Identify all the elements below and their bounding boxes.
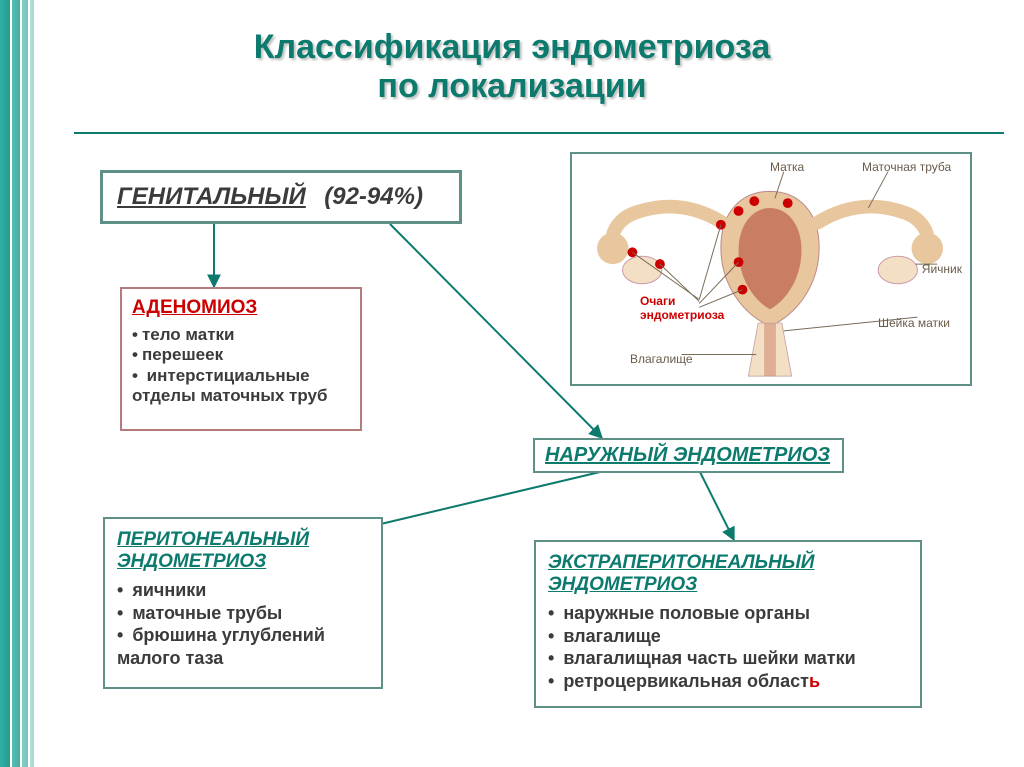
foci-line-1: Очаги <box>640 294 724 308</box>
title-line-1: Классификация эндометриоза <box>0 28 1024 67</box>
adenomyosis-list: тело маткиперешеек интерстициальные отде… <box>132 325 350 407</box>
foci-line-2: эндометриоза <box>640 308 724 322</box>
peritoneal-title: ПЕРИТОНЕАЛЬНЫЙ ЭНДОМЕТРИОЗ <box>117 529 369 573</box>
box-genital: ГЕНИТАЛЬНЫЙ (92-94%) <box>100 170 462 224</box>
box-adenomyosis: АДЕНОМИОЗ тело маткиперешеек интерстициа… <box>120 287 362 431</box>
list-item: ретроцервикальная область <box>548 670 908 693</box>
list-item: влагалищная часть шейки матки <box>548 647 908 670</box>
adenomyosis-title: АДЕНОМИОЗ <box>132 297 350 319</box>
peritoneal-list: яичники маточные трубы брюшина углублени… <box>117 579 369 669</box>
title-underline <box>74 132 1004 134</box>
list-item: маточные трубы <box>117 602 369 625</box>
list-item: тело матки <box>132 325 350 345</box>
external-endometriosis-label: НАРУЖНЫЙ ЭНДОМЕТРИОЗ <box>545 444 830 466</box>
list-item: перешеек <box>132 345 350 365</box>
slide-side-decoration <box>0 0 50 767</box>
anatomy-label-ovary: Яичник <box>922 262 962 276</box>
anatomy-label-foci: Очаги эндометриоза <box>640 294 724 322</box>
list-item: интерстициальные отделы маточных труб <box>132 366 350 407</box>
anatomy-illustration: Матка Маточная труба Яичник Шейка матки … <box>570 152 972 386</box>
title-line-2: по локализации <box>0 67 1024 106</box>
extraperitoneal-title: ЭКСТРАПЕРИТОНЕАЛЬНЫЙ ЭНДОМЕТРИОЗ <box>548 552 908 596</box>
anatomy-svg <box>572 154 970 384</box>
list-item: влагалище <box>548 625 908 648</box>
list-item: яичники <box>117 579 369 602</box>
box-external-endometriosis: НАРУЖНЫЙ ЭНДОМЕТРИОЗ <box>533 438 844 473</box>
box-peritoneal: ПЕРИТОНЕАЛЬНЫЙ ЭНДОМЕТРИОЗ яичники маточ… <box>103 517 383 689</box>
anatomy-label-vagina: Влагалище <box>630 352 693 366</box>
genital-percent: (92-94%) <box>324 183 423 210</box>
list-item: наружные половые органы <box>548 602 908 625</box>
list-item: брюшина углублений малого таза <box>117 624 369 669</box>
box-extraperitoneal: ЭКСТРАПЕРИТОНЕАЛЬНЫЙ ЭНДОМЕТРИОЗ наружны… <box>534 540 922 708</box>
anatomy-label-matka: Матка <box>770 160 804 174</box>
anatomy-label-cervix: Шейка матки <box>878 316 950 330</box>
anatomy-label-tube: Маточная труба <box>862 160 951 174</box>
slide-title: Классификация эндометриоза по локализаци… <box>0 28 1024 106</box>
genital-label: ГЕНИТАЛЬНЫЙ <box>117 183 306 210</box>
extraperitoneal-list: наружные половые органы влагалище влагал… <box>548 602 908 692</box>
